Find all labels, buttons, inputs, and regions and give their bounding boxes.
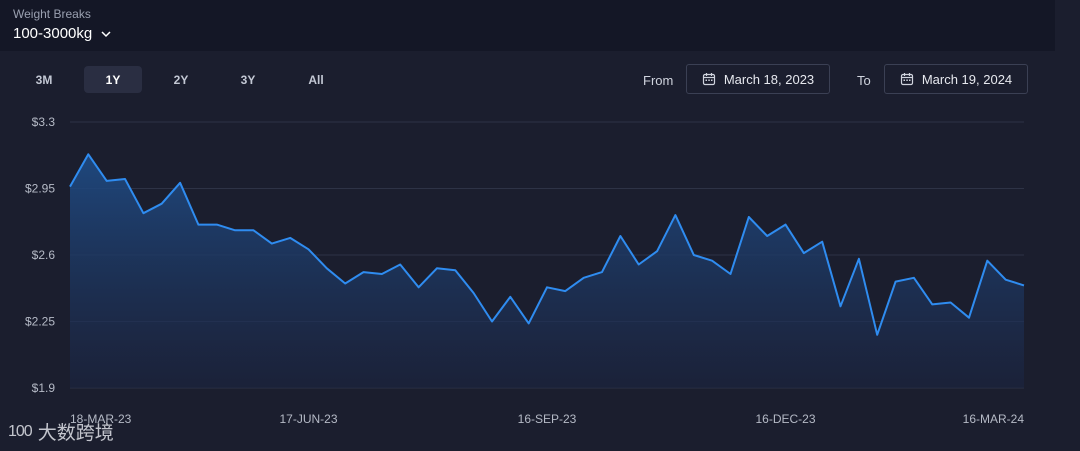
data-point[interactable] xyxy=(651,245,663,257)
weight-breaks-label: Weight Breaks xyxy=(13,7,91,21)
data-point[interactable] xyxy=(339,278,351,290)
series-line xyxy=(69,153,1025,336)
price-chart: $3.3 $2.95 $2.6 $2.25 $1.9 18-MAR-23 17-JUN-23… xyxy=(25,115,1030,426)
to-date-picker[interactable]: March 19, 2024 xyxy=(884,64,1028,94)
data-point[interactable] xyxy=(523,317,535,329)
watermark-brand: 大数跨境 xyxy=(37,423,114,444)
data-point[interactable] xyxy=(394,259,406,271)
weight-breaks-panel xyxy=(0,0,1055,51)
data-point[interactable] xyxy=(780,219,792,231)
range-3m-button[interactable]: 3M xyxy=(35,72,53,87)
data-point[interactable] xyxy=(798,247,810,259)
data-point[interactable] xyxy=(871,329,883,341)
from-date-picker[interactable]: March 18, 2023 xyxy=(686,64,830,94)
data-point[interactable] xyxy=(431,262,443,274)
data-point[interactable] xyxy=(211,219,223,231)
data-point[interactable] xyxy=(284,232,296,244)
y-tick-label: $2.95 xyxy=(25,182,55,196)
data-point[interactable] xyxy=(743,211,755,223)
data-point[interactable] xyxy=(890,276,902,288)
data-point[interactable] xyxy=(1000,274,1012,286)
data-point[interactable] xyxy=(303,243,315,255)
weight-breaks-value: 100-3000kg xyxy=(13,25,93,42)
data-point[interactable] xyxy=(945,297,957,309)
calendar-icon xyxy=(702,73,715,86)
data-point[interactable] xyxy=(578,272,590,284)
data-point[interactable] xyxy=(981,255,993,267)
x-tick-label: 18-MAR-23 xyxy=(70,412,132,426)
data-point[interactable] xyxy=(633,259,645,271)
series-area xyxy=(70,154,1024,388)
data-point[interactable] xyxy=(101,175,113,187)
x-tick-label: 16-DEC-23 xyxy=(755,412,815,426)
data-point[interactable] xyxy=(725,268,737,280)
x-tick-label: 17-JUN-23 xyxy=(279,412,337,426)
chevron-down-icon xyxy=(101,30,111,37)
data-point[interactable] xyxy=(926,298,938,310)
data-point[interactable] xyxy=(963,312,975,324)
data-point[interactable] xyxy=(1018,279,1030,291)
data-point[interactable] xyxy=(82,148,94,160)
data-point[interactable] xyxy=(816,236,828,248)
x-tick-label: 16-MAR-24 xyxy=(963,412,1025,426)
data-point[interactable] xyxy=(541,281,553,293)
weight-breaks-dropdown[interactable]: 100-3000kg xyxy=(13,25,112,42)
x-tick-label: 16-SEP-23 xyxy=(518,412,577,426)
y-tick-label: $2.6 xyxy=(32,248,56,262)
watermark-logo: 100 xyxy=(8,422,33,440)
data-point[interactable] xyxy=(174,177,186,189)
data-point[interactable] xyxy=(706,255,718,267)
to-label: To xyxy=(857,73,871,88)
data-point[interactable] xyxy=(449,264,461,276)
data-point[interactable] xyxy=(156,198,168,210)
data-point[interactable] xyxy=(614,230,626,242)
data-point[interactable] xyxy=(64,181,76,193)
scroll-gutter xyxy=(1055,0,1080,451)
data-point[interactable] xyxy=(229,224,241,236)
data-point[interactable] xyxy=(413,281,425,293)
data-point[interactable] xyxy=(266,238,278,250)
range-1y-button[interactable]: 1Y xyxy=(84,66,142,93)
to-date-value: March 19, 2024 xyxy=(921,71,1013,87)
data-point[interactable] xyxy=(761,230,773,242)
calendar-icon xyxy=(900,73,913,86)
y-tick-label: $3.3 xyxy=(32,115,56,129)
data-point[interactable] xyxy=(192,219,204,231)
data-point[interactable] xyxy=(248,224,260,236)
data-point[interactable] xyxy=(468,287,480,299)
y-tick-label: $1.9 xyxy=(32,381,56,395)
y-tick-label: $2.25 xyxy=(25,315,55,329)
data-point[interactable] xyxy=(596,266,608,278)
data-point[interactable] xyxy=(358,266,370,278)
data-point[interactable] xyxy=(376,268,388,280)
from-label: From xyxy=(643,73,674,88)
data-point[interactable] xyxy=(504,291,516,303)
data-point[interactable] xyxy=(688,249,700,261)
data-point[interactable] xyxy=(321,262,333,274)
data-point[interactable] xyxy=(119,173,131,185)
data-point[interactable] xyxy=(835,300,847,312)
from-date-value: March 18, 2023 xyxy=(723,71,815,87)
watermark: 100 大数跨境 xyxy=(8,418,114,445)
data-point[interactable] xyxy=(137,207,149,219)
range-3y-button[interactable]: 3Y xyxy=(240,72,256,87)
data-point[interactable] xyxy=(669,209,681,221)
data-point[interactable] xyxy=(559,285,571,297)
data-point[interactable] xyxy=(853,253,865,265)
range-all-button[interactable]: All xyxy=(308,72,324,87)
data-point[interactable] xyxy=(486,316,498,328)
range-2y-button[interactable]: 2Y xyxy=(173,72,189,87)
data-point[interactable] xyxy=(908,272,920,284)
